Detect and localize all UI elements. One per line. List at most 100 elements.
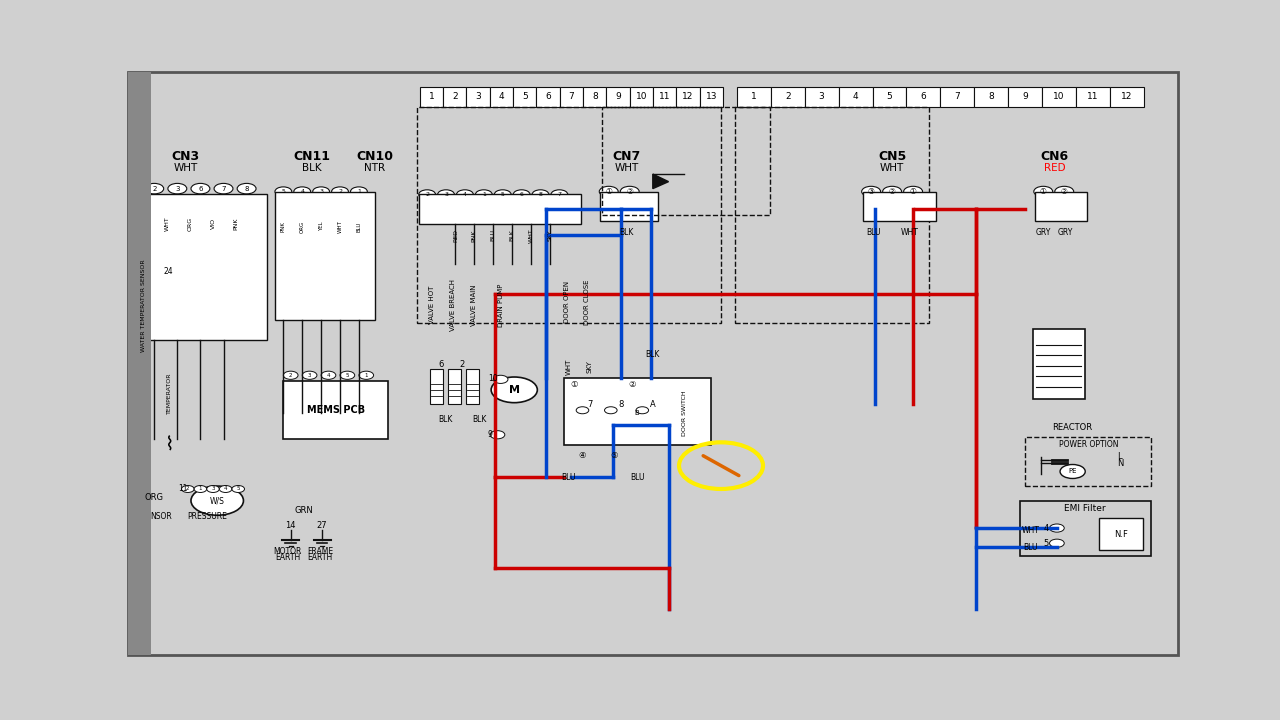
- Bar: [873, 86, 906, 107]
- Text: 2: 2: [338, 189, 342, 194]
- Text: 4: 4: [463, 192, 467, 197]
- Text: BLK: BLK: [620, 228, 634, 237]
- Circle shape: [294, 187, 311, 197]
- Text: ①: ①: [571, 379, 577, 389]
- Circle shape: [475, 190, 493, 199]
- Circle shape: [599, 186, 618, 197]
- Text: N: N: [1116, 459, 1123, 469]
- Text: 4: 4: [1043, 523, 1050, 533]
- Text: ⑤: ⑤: [611, 451, 618, 460]
- Text: BLK: BLK: [472, 415, 486, 423]
- Circle shape: [457, 190, 474, 199]
- Circle shape: [332, 187, 348, 197]
- Text: WATER TEMPERATOR SENSOR: WATER TEMPERATOR SENSOR: [141, 259, 146, 351]
- Text: EARTH: EARTH: [275, 553, 301, 562]
- Bar: [737, 86, 771, 107]
- Text: 3: 3: [444, 192, 448, 197]
- Bar: [1020, 500, 1152, 556]
- Bar: [466, 369, 479, 405]
- Text: ②: ②: [1061, 187, 1068, 196]
- Bar: [805, 86, 838, 107]
- Circle shape: [604, 407, 617, 414]
- Text: GRY: GRY: [1036, 228, 1051, 237]
- Text: 5: 5: [500, 192, 504, 197]
- Text: 5: 5: [346, 373, 349, 378]
- Bar: [603, 107, 771, 215]
- Bar: [1033, 328, 1085, 399]
- Bar: [430, 369, 443, 405]
- Text: 10: 10: [1053, 92, 1065, 102]
- Text: 1: 1: [481, 192, 485, 197]
- Text: DOOR OPEN: DOOR OPEN: [563, 282, 570, 323]
- Text: BLU: BLU: [356, 221, 361, 232]
- Text: 3: 3: [307, 373, 311, 378]
- Text: WHT: WHT: [901, 228, 919, 237]
- Text: 12: 12: [682, 92, 694, 102]
- Text: 11: 11: [1087, 92, 1098, 102]
- Bar: [906, 86, 941, 107]
- Text: 6: 6: [520, 192, 524, 197]
- Text: REACTOR: REACTOR: [1052, 423, 1093, 432]
- Text: 3: 3: [175, 186, 179, 192]
- Text: WHT: WHT: [338, 220, 343, 233]
- Text: 10: 10: [636, 92, 648, 102]
- Text: 6: 6: [545, 92, 550, 102]
- Bar: [838, 86, 873, 107]
- Bar: [653, 86, 676, 107]
- Text: DRAIN PUMP: DRAIN PUMP: [498, 284, 503, 327]
- Circle shape: [195, 485, 206, 492]
- Text: 8: 8: [591, 92, 598, 102]
- Text: WHT: WHT: [566, 359, 572, 374]
- Text: 3: 3: [819, 92, 824, 102]
- Text: 3: 3: [211, 487, 215, 492]
- Text: EARTH: EARTH: [307, 553, 333, 562]
- Bar: [1042, 86, 1076, 107]
- Text: 1: 1: [198, 487, 202, 492]
- Text: 2: 2: [452, 92, 458, 102]
- Bar: [417, 107, 721, 323]
- Text: FRAME: FRAME: [307, 547, 333, 556]
- Text: 13: 13: [705, 92, 717, 102]
- Circle shape: [214, 184, 233, 194]
- Text: VALVE MAIN: VALVE MAIN: [471, 284, 477, 326]
- Text: GRY: GRY: [1057, 228, 1073, 237]
- Circle shape: [182, 485, 195, 492]
- Text: PNK: PNK: [472, 229, 477, 241]
- Text: 5: 5: [282, 189, 285, 194]
- Circle shape: [904, 186, 923, 197]
- Bar: [443, 86, 466, 107]
- Text: 3: 3: [475, 92, 481, 102]
- Text: BLK: BLK: [645, 351, 660, 359]
- Text: 5: 5: [887, 92, 892, 102]
- Bar: [1076, 86, 1110, 107]
- Text: WHT: WHT: [1021, 526, 1039, 536]
- Circle shape: [1050, 539, 1064, 547]
- Bar: [559, 86, 584, 107]
- Text: BLU: BLU: [630, 473, 644, 482]
- Bar: [735, 107, 929, 323]
- Text: WHT: WHT: [174, 163, 198, 174]
- Circle shape: [302, 372, 317, 379]
- Circle shape: [494, 190, 511, 199]
- Text: 10: 10: [489, 374, 498, 383]
- Text: 8: 8: [539, 192, 543, 197]
- Text: BLU: BLU: [490, 229, 495, 241]
- Circle shape: [532, 190, 549, 199]
- Text: 4: 4: [326, 373, 330, 378]
- Text: 8: 8: [244, 186, 248, 192]
- Text: POWER OPTION: POWER OPTION: [1059, 440, 1119, 449]
- Text: ④: ④: [579, 451, 586, 460]
- Circle shape: [621, 186, 639, 197]
- Circle shape: [191, 184, 210, 194]
- Text: 6: 6: [198, 186, 202, 192]
- Text: 2: 2: [289, 373, 292, 378]
- Text: 2: 2: [785, 92, 791, 102]
- Text: ORG: ORG: [145, 493, 164, 503]
- Text: BLK: BLK: [438, 415, 452, 423]
- Text: 1: 1: [429, 92, 434, 102]
- Text: 9: 9: [616, 92, 621, 102]
- Bar: [128, 72, 151, 655]
- Bar: [974, 86, 1009, 107]
- Text: MEMS PCB: MEMS PCB: [307, 405, 365, 415]
- Text: BLK: BLK: [509, 230, 515, 241]
